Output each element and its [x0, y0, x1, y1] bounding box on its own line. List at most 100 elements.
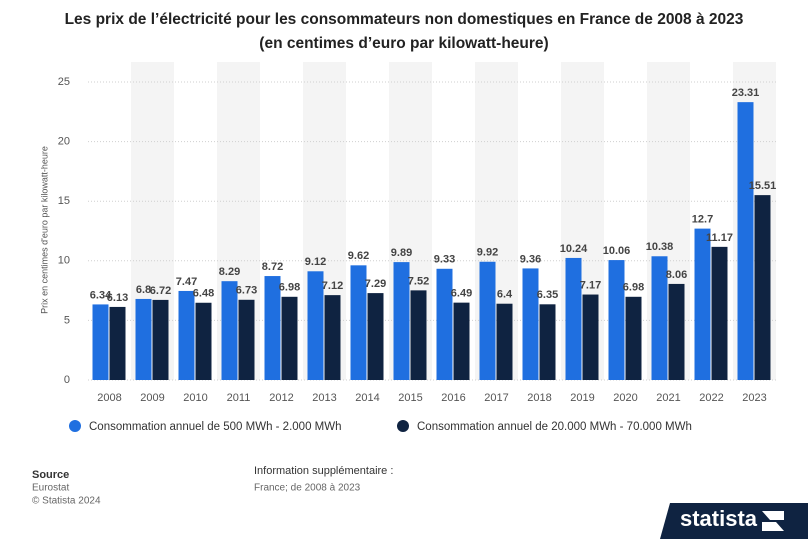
bar: [608, 260, 625, 380]
bar: [221, 281, 238, 380]
value-label: 9.33: [434, 254, 455, 266]
bar: [668, 283, 685, 380]
value-label: 7.47: [176, 276, 197, 288]
bar: [565, 257, 582, 380]
x-tick-label: 2019: [570, 392, 594, 404]
bar: [737, 102, 754, 380]
value-label: 6.8: [136, 284, 151, 296]
bar: [350, 265, 367, 380]
value-label: 6.48: [193, 288, 214, 300]
bar: [539, 304, 556, 380]
x-tick-label: 2010: [183, 392, 207, 404]
value-label: 6.98: [279, 282, 300, 294]
info: France; de 2008 à 2023: [254, 483, 361, 494]
bar: [522, 268, 539, 380]
x-tick-label: 2013: [312, 392, 336, 404]
y-tick-label: 20: [58, 136, 70, 148]
value-label: 11.17: [706, 232, 733, 244]
bar: [135, 298, 152, 380]
x-tick-label: 2015: [398, 392, 422, 404]
bar: [264, 276, 281, 380]
value-label: 9.62: [348, 250, 369, 262]
bar: [152, 299, 169, 380]
bar: [92, 304, 109, 380]
value-label: 10.38: [646, 241, 674, 253]
bar: [195, 302, 212, 380]
legend-marker: [69, 420, 81, 432]
y-tick-label: 5: [64, 314, 70, 326]
y-tick-label: 0: [64, 374, 70, 386]
value-label: 15.51: [749, 180, 777, 192]
logo-icon: [762, 511, 784, 531]
bar: [307, 271, 324, 380]
value-label: 9.89: [391, 247, 412, 259]
x-tick-label: 2017: [484, 392, 508, 404]
value-label: 10.06: [603, 245, 631, 257]
x-tick-label: 2023: [742, 392, 766, 404]
bar: [410, 290, 427, 380]
value-label: 9.92: [477, 247, 498, 259]
chart-title: Les prix de l’électricité pour les conso…: [64, 11, 744, 52]
value-label: 6.13: [107, 292, 128, 304]
bar: [479, 261, 496, 380]
source-title: Source: [32, 469, 69, 481]
legend-label: Consommation annuel de 20.000 MWh - 70.0…: [417, 421, 692, 433]
x-tick-label: 2021: [656, 392, 680, 404]
bar: [754, 195, 771, 380]
x-tick-label: 2022: [699, 392, 723, 404]
bar: [496, 303, 513, 380]
bar: [238, 299, 255, 380]
bar: [625, 296, 642, 380]
bar: [367, 293, 384, 380]
value-label: 10.24: [560, 243, 588, 255]
x-tick-label: 2014: [355, 392, 379, 404]
value-label: 6.34: [90, 289, 112, 301]
bar: [109, 306, 126, 380]
bar: [393, 262, 410, 380]
bar: [281, 296, 298, 380]
x-tick-label: 2020: [613, 392, 637, 404]
bar: [711, 246, 728, 380]
bar: [436, 268, 453, 380]
source: Eurostat: [32, 483, 69, 494]
value-label: 6.73: [236, 285, 257, 297]
logo: statista: [680, 506, 758, 531]
bar: [453, 302, 470, 380]
value-label: 9.12: [305, 256, 326, 268]
x-tick-label: 2009: [140, 392, 164, 404]
y-tick-label: 25: [58, 76, 70, 88]
info-title: Information supplémentaire :: [254, 465, 393, 477]
x-tick-label: 2008: [97, 392, 121, 404]
y-tick-label: 10: [58, 255, 70, 267]
x-tick-label: 2011: [227, 392, 251, 404]
x-tick-label: 2016: [441, 392, 465, 404]
value-label: 8.29: [219, 266, 240, 278]
value-label: 8.72: [262, 261, 283, 273]
value-label: 6.72: [150, 285, 171, 297]
copyright: © Statista 2024: [32, 496, 101, 507]
bar: [582, 294, 599, 380]
value-label: 23.31: [732, 87, 760, 99]
bar: [178, 290, 195, 380]
value-label: 6.4: [497, 289, 513, 301]
value-label: 8.06: [666, 269, 687, 281]
value-label: 7.17: [580, 279, 601, 291]
bar: [324, 295, 341, 380]
legend-marker: [397, 420, 409, 432]
y-tick-label: 15: [58, 195, 70, 207]
x-tick-label: 2012: [269, 392, 293, 404]
value-label: 7.29: [365, 278, 386, 290]
value-label: 6.49: [451, 288, 472, 300]
bar: [651, 256, 668, 380]
value-label: 6.35: [537, 289, 558, 301]
y-axis-label: Prix en centimes d'euro par kilowatt-heu…: [39, 146, 49, 314]
value-label: 9.36: [520, 253, 541, 265]
value-label: 7.52: [408, 275, 429, 287]
value-label: 12.7: [692, 214, 713, 226]
bar: [694, 228, 711, 380]
x-tick-label: 2018: [527, 392, 551, 404]
value-label: 7.12: [322, 280, 343, 292]
legend-label: Consommation annuel de 500 MWh - 2.000 M…: [89, 421, 341, 433]
